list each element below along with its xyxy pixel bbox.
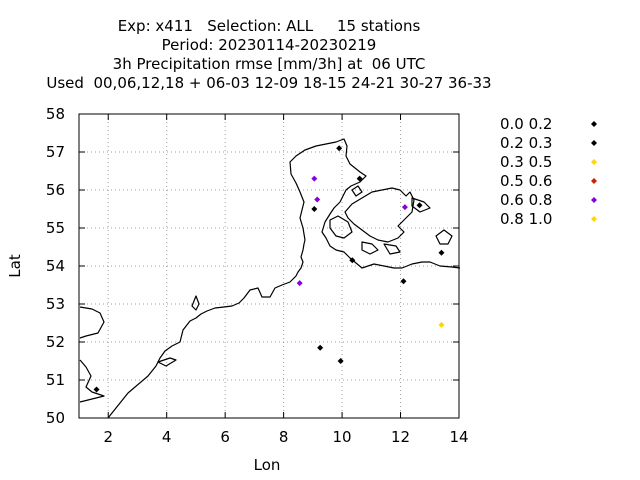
legend-label: 0.8 1.0 xyxy=(500,210,552,228)
y-tick-label: 58 xyxy=(46,105,65,123)
y-tick-label: 57 xyxy=(46,143,65,161)
legend-label: 0.2 0.3 xyxy=(500,134,552,152)
legend-marker xyxy=(591,216,597,222)
chart-title: Exp: x411 Selection: ALL 15 stations Per… xyxy=(0,17,538,93)
y-axis-ticks: 50 51 52 53 54 55 56 57 58 xyxy=(46,105,459,427)
title-line-experiment: Exp: x411 Selection: ALL 15 stations xyxy=(117,17,421,35)
x-axis-label: Lon xyxy=(254,456,281,474)
station-point xyxy=(337,358,344,364)
legend-label: 0.6 0.8 xyxy=(500,191,552,209)
y-tick-label: 54 xyxy=(46,257,65,275)
station-point xyxy=(311,206,318,212)
x-tick-label: 8 xyxy=(279,428,289,446)
y-tick-label: 50 xyxy=(46,409,65,427)
station-point xyxy=(336,145,343,152)
x-tick-label: 2 xyxy=(103,428,113,446)
station-point xyxy=(296,280,303,287)
station-point xyxy=(438,321,445,328)
title-line-period: Period: 20230114-20230219 xyxy=(161,36,377,54)
x-tick-label: 10 xyxy=(333,428,352,446)
legend-marker xyxy=(591,140,597,146)
y-axis-label: Lat xyxy=(6,254,24,278)
x-axis-ticks: 2 4 6 8 10 12 14 xyxy=(103,114,469,446)
title-line-used: Used 00,06,12,18 + 06-03 12-09 18-15 24-… xyxy=(46,74,492,92)
title-line-parameter: 3h Precipitation rmse [mm/3h] at 06 UTC xyxy=(112,55,426,73)
legend-marker xyxy=(591,197,597,203)
x-tick-label: 14 xyxy=(449,428,468,446)
x-tick-label: 4 xyxy=(162,428,172,446)
y-tick-label: 52 xyxy=(46,333,65,351)
coastline-map xyxy=(79,138,461,419)
station-point xyxy=(356,175,363,182)
legend-label: 0.0 0.2 xyxy=(500,115,552,133)
y-tick-label: 56 xyxy=(46,181,65,199)
station-point xyxy=(438,249,445,256)
legend-label: 0.3 0.5 xyxy=(500,153,552,171)
y-tick-label: 55 xyxy=(46,219,65,237)
station-point xyxy=(349,257,356,264)
x-tick-label: 6 xyxy=(220,428,230,446)
station-points xyxy=(93,145,445,393)
station-point xyxy=(311,175,318,182)
y-tick-label: 51 xyxy=(46,371,65,389)
station-point xyxy=(401,204,408,211)
legend-marker xyxy=(591,178,597,184)
station-point xyxy=(317,344,324,351)
station-point xyxy=(400,278,407,285)
station-point xyxy=(314,196,321,203)
x-tick-label: 12 xyxy=(391,428,410,446)
legend: 0.0 0.20.2 0.30.3 0.50.5 0.60.6 0.80.8 1… xyxy=(500,115,597,228)
grid-lines xyxy=(79,114,459,418)
station-point xyxy=(416,202,423,209)
y-tick-label: 53 xyxy=(46,295,65,313)
legend-marker xyxy=(591,159,597,165)
legend-label: 0.5 0.6 xyxy=(500,172,552,190)
station-point xyxy=(93,386,100,393)
legend-marker xyxy=(591,121,597,127)
